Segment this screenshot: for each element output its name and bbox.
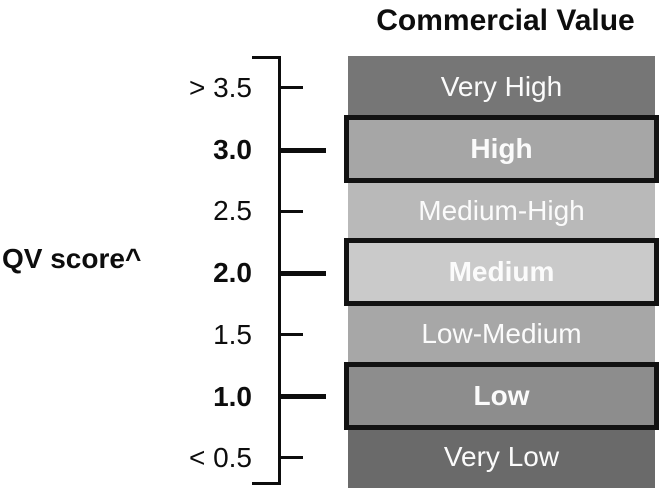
bar-low: Low <box>344 362 659 430</box>
bar-label: High <box>470 133 533 164</box>
bar-medium: Medium <box>344 238 659 306</box>
bar-label: Low-Medium <box>421 318 582 349</box>
bar-label: Very Low <box>443 441 560 472</box>
tick-1-5 <box>281 333 303 336</box>
bar-medium-high: Medium-High <box>348 180 655 242</box>
tick-label-2-5: 2.5 <box>213 195 252 226</box>
axis-bottom-cap <box>252 482 281 485</box>
tick-label-1-5: 1.5 <box>213 319 252 350</box>
tick-3-5 <box>281 86 303 89</box>
bar-very-low: Very Low <box>348 426 655 488</box>
bar-label: Medium <box>448 256 555 287</box>
bar-label: Low <box>473 380 530 411</box>
bar-high: High <box>344 115 659 183</box>
tick-label-3-5: > 3.5 <box>188 72 252 103</box>
tick-1-0 <box>281 394 326 399</box>
tick-label-1-0: 1.0 <box>213 381 252 412</box>
bar-low-medium: Low-Medium <box>348 303 655 365</box>
commercial-value-scale: Very High High Medium-High Medium Low-Me… <box>344 56 659 488</box>
qv-score-axis-label: QV score^ <box>2 243 142 274</box>
tick-3-0 <box>281 148 326 153</box>
tick-2-5 <box>281 210 303 213</box>
tick-2-0 <box>281 271 326 276</box>
axis-top-cap <box>252 56 281 59</box>
tick-0-5 <box>281 456 303 459</box>
chart-title: Commercial Value <box>376 4 635 37</box>
bar-label: Very High <box>440 71 563 102</box>
tick-label-3-0: 3.0 <box>213 134 252 165</box>
tick-label-2-0: 2.0 <box>213 257 252 288</box>
axis-vertical-line <box>278 56 281 485</box>
tick-label-0-5: < 0.5 <box>188 442 252 473</box>
bar-very-high: Very High <box>348 56 655 118</box>
bar-label: Medium-High <box>418 195 585 226</box>
